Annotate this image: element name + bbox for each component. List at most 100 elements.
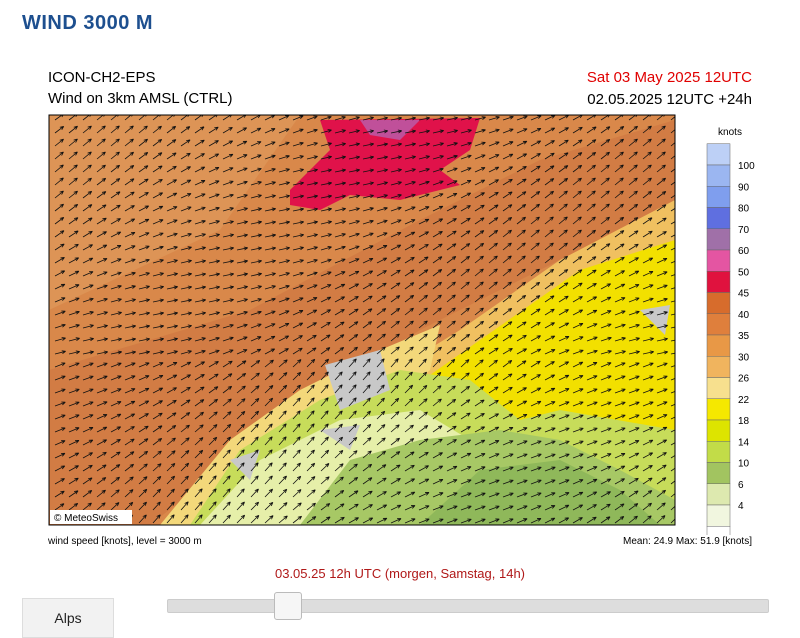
wind-arrow [376, 142, 389, 147]
wind-arrow [110, 125, 120, 134]
wind-arrow [96, 324, 108, 329]
wind-arrow [670, 429, 675, 433]
wind-arrow [334, 245, 346, 251]
wind-arrow [334, 436, 344, 446]
wind-arrow [348, 423, 358, 433]
wind-arrow [418, 492, 430, 498]
wind-arrow [152, 285, 164, 290]
wind-arrow [628, 452, 640, 459]
wind-arrow [194, 462, 203, 472]
wind-arrow [110, 245, 122, 251]
wind-arrow [614, 401, 626, 407]
wind-arrow [586, 190, 596, 199]
wind-arrow [474, 192, 485, 199]
wind-arrow [600, 362, 612, 368]
wind-arrow [82, 257, 94, 264]
wind-arrow [124, 151, 134, 160]
wind-arrow [474, 154, 486, 160]
wind-arrow [390, 232, 402, 238]
wind-arrow [250, 449, 259, 459]
wind-arrow [264, 436, 273, 446]
wind-arrow [334, 116, 346, 121]
wind-arrow [96, 337, 108, 342]
wind-arrow [488, 359, 498, 368]
wind-arrow [208, 475, 217, 485]
wind-arrow [222, 436, 231, 446]
wind-arrow [586, 309, 598, 316]
slider-thumb[interactable] [274, 592, 302, 620]
wind-arrow [656, 452, 667, 459]
wind-arrow [222, 411, 232, 420]
wind-arrow [614, 465, 626, 472]
wind-arrow [558, 427, 570, 433]
wind-arrow [180, 219, 192, 225]
wind-arrow [250, 397, 260, 407]
wind-arrow [222, 127, 233, 134]
region-button[interactable]: Alps [22, 598, 114, 638]
colorbar-swatch [706, 356, 731, 378]
wind-arrow [180, 488, 189, 498]
wind-arrow [404, 491, 416, 498]
wind-arrow [670, 168, 675, 173]
wind-arrow [642, 271, 654, 277]
wind-arrow [446, 346, 457, 355]
wind-arrow [152, 437, 163, 446]
wind-arrow [138, 151, 149, 160]
wind-arrow [208, 488, 217, 498]
wind-arrow [138, 362, 150, 368]
wind-arrow [68, 439, 80, 446]
wind-arrow [306, 358, 316, 368]
wind-arrow [390, 384, 399, 394]
wind-arrow [670, 194, 675, 199]
wind-arrow [54, 203, 64, 212]
colorbar-swatch [706, 249, 731, 272]
wind-arrow [404, 282, 415, 290]
wind-arrow [208, 311, 220, 316]
wind-arrow [82, 125, 92, 134]
wind-arrow [152, 245, 164, 251]
wind-arrow [152, 272, 164, 277]
wind-arrow [586, 229, 596, 238]
wind-arrow [516, 229, 526, 238]
wind-arrow [642, 375, 654, 381]
wind-arrow [418, 333, 428, 342]
wind-arrow [404, 424, 414, 433]
wind-arrow [236, 127, 247, 134]
wind-arrow [348, 436, 358, 446]
wind-arrow [460, 452, 472, 459]
wind-arrow [166, 350, 178, 355]
wind-arrow [432, 333, 442, 342]
wind-arrow [642, 284, 654, 290]
wind-arrow [530, 440, 542, 446]
time-slider[interactable] [167, 599, 769, 613]
wind-arrow [600, 296, 612, 303]
colorbar-label: 90 [738, 182, 750, 193]
wind-arrow [628, 490, 639, 498]
wind-arrow [236, 207, 248, 212]
wind-arrow [600, 126, 611, 134]
wind-arrow [656, 284, 668, 290]
wind-arrow [194, 193, 206, 199]
wind-arrow [558, 295, 569, 303]
colorbar-label: 18 [738, 416, 750, 427]
wind-arrow [628, 284, 640, 290]
wind-arrow [348, 450, 358, 459]
wind-arrow [488, 217, 499, 225]
wind-arrow [166, 337, 178, 342]
wind-arrow [138, 375, 150, 381]
wind-arrow [376, 491, 387, 498]
wind-arrow [488, 179, 499, 186]
wind-arrow [572, 504, 584, 511]
wind-arrow [250, 220, 262, 225]
wind-arrow [292, 297, 304, 303]
wind-arrow [432, 307, 442, 316]
wind-arrow [236, 360, 247, 368]
wind-arrow [306, 128, 318, 134]
wind-arrow [208, 220, 220, 225]
colorbar-swatch [706, 164, 731, 187]
wind-arrow [208, 285, 221, 290]
wind-arrow [96, 191, 107, 199]
wind-arrow [110, 311, 122, 316]
wind-arrow [558, 492, 570, 498]
wind-arrow [572, 177, 582, 186]
